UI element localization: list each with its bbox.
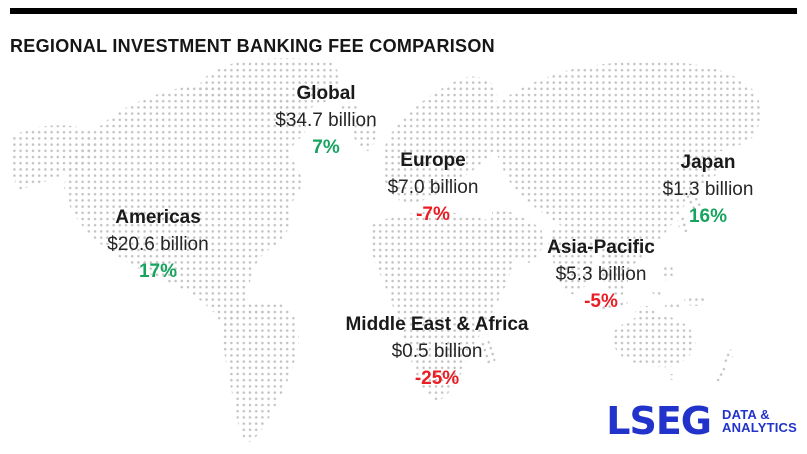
- title-rule: [10, 8, 797, 14]
- lseg-tagline: DATA & ANALYTICS: [722, 406, 797, 435]
- lseg-tagline-line2: ANALYTICS: [722, 420, 797, 435]
- region-value: $1.3 billion: [662, 179, 754, 200]
- region-change: 17%: [138, 261, 178, 282]
- region-value: $0.5 billion: [391, 341, 483, 362]
- region-label-middle-east-africa: Middle East & Africa $0.5 billion -25%: [322, 311, 552, 392]
- lseg-wordmark: LSEG: [606, 399, 712, 443]
- region-label-europe: Europe $7.0 billion -7%: [318, 147, 548, 228]
- region-change: -25%: [414, 368, 460, 389]
- lseg-logo: LSEG DATA & ANALYTICS: [606, 399, 797, 443]
- region-change: 7%: [312, 137, 340, 158]
- region-label-americas: Americas $20.6 billion 17%: [43, 204, 273, 285]
- region-name: Americas: [115, 207, 201, 228]
- lseg-tagline-line1: DATA &: [722, 406, 770, 422]
- region-name: Global: [296, 83, 356, 104]
- region-change: 16%: [688, 206, 728, 227]
- region-value: $20.6 billion: [107, 234, 209, 255]
- region-value: $34.7 billion: [275, 110, 377, 131]
- region-change: -5%: [584, 291, 618, 312]
- region-name: Europe: [400, 150, 466, 171]
- region-value: $5.3 billion: [555, 264, 647, 285]
- region-name: Asia-Pacific: [547, 237, 655, 258]
- region-name: Japan: [680, 152, 736, 173]
- region-label-global: Global $34.7 billion 7%: [211, 80, 441, 161]
- region-name: Middle East & Africa: [345, 314, 529, 335]
- region-change: -7%: [416, 204, 450, 225]
- region-label-japan: Japan $1.3 billion 16%: [593, 149, 807, 230]
- region-label-asia-pacific: Asia-Pacific $5.3 billion -5%: [486, 234, 716, 315]
- region-value: $7.0 billion: [387, 177, 479, 198]
- page-title: REGIONAL INVESTMENT BANKING FEE COMPARIS…: [10, 36, 495, 57]
